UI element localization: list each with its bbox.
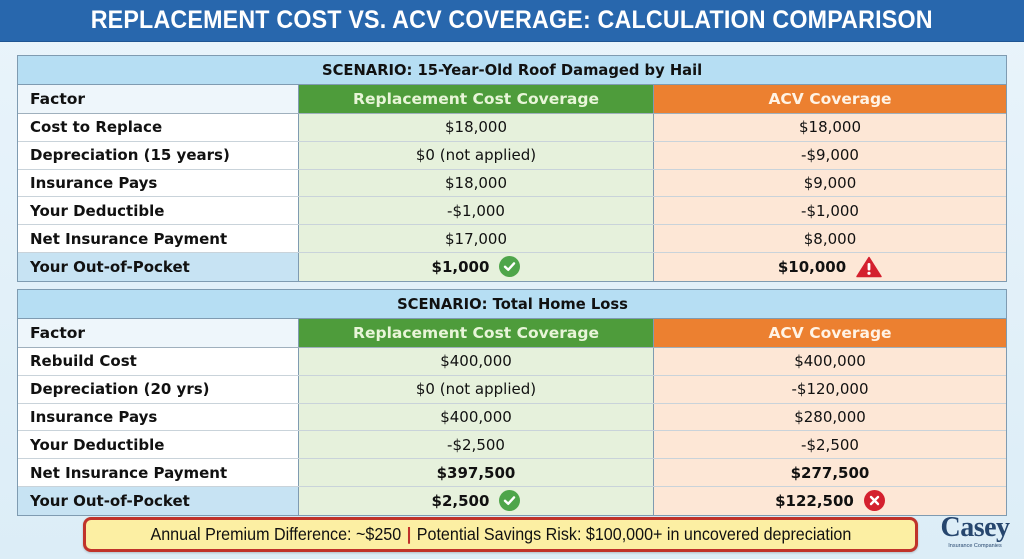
rc-value: $400,000 <box>299 348 654 375</box>
separator: | <box>406 524 411 544</box>
table-row-out-of-pocket: Your Out-of-Pocket $1,000 $10,000 <box>18 252 1006 281</box>
factor-label: Depreciation (15 years) <box>18 141 299 169</box>
factor-label: Net Insurance Payment <box>18 459 299 486</box>
warning-triangle-icon <box>856 256 882 278</box>
column-header-factor: Factor <box>18 85 299 113</box>
table-row: Net Insurance Payment $397,500 $277,500 <box>18 459 1006 487</box>
acv-value: $277,500 <box>654 459 1006 486</box>
table-row: Insurance Pays $18,000 $9,000 <box>18 169 1006 198</box>
table-row-out-of-pocket: Your Out-of-Pocket $2,500 $122,500 <box>18 486 1006 515</box>
table-row: Cost to Replace $18,000 $18,000 <box>18 114 1006 142</box>
factor-label: Insurance Pays <box>18 169 299 197</box>
page-title: REPLACEMENT COST VS. ACV COVERAGE: CALCU… <box>90 6 934 34</box>
acv-value: $8,000 <box>654 225 1006 252</box>
title-bar: REPLACEMENT COST VS. ACV COVERAGE: CALCU… <box>0 0 1024 42</box>
scenario-table-roof-hail: SCENARIO: 15-Year-Old Roof Damaged by Ha… <box>17 55 1007 282</box>
acv-value: $400,000 <box>654 348 1006 375</box>
rc-value: $400,000 <box>299 403 654 431</box>
acv-value: $280,000 <box>654 403 1006 431</box>
check-circle-icon <box>499 490 521 512</box>
acv-value: -$120,000 <box>654 375 1006 403</box>
acv-value: $10,000 <box>654 252 1006 281</box>
table-row: Insurance Pays $400,000 $280,000 <box>18 403 1006 432</box>
factor-label: Rebuild Cost <box>18 348 299 375</box>
table-row: Depreciation (20 yrs) $0 (not applied) -… <box>18 375 1006 404</box>
table-row: Rebuild Cost $400,000 $400,000 <box>18 348 1006 376</box>
logo-name: Casey <box>940 512 1010 543</box>
scenario-title: SCENARIO: 15-Year-Old Roof Damaged by Ha… <box>18 56 1006 85</box>
factor-label: Your Out-of-Pocket <box>18 252 299 281</box>
premium-difference-text: Annual Premium Difference: ~$250 <box>150 524 401 544</box>
acv-value: -$2,500 <box>654 431 1006 459</box>
acv-value: $122,500 <box>654 486 1006 515</box>
table-row: Depreciation (15 years) $0 (not applied)… <box>18 141 1006 170</box>
column-header-factor: Factor <box>18 319 299 347</box>
check-circle-icon <box>499 256 521 278</box>
scenario-table-total-loss: SCENARIO: Total Home Loss Factor Replace… <box>17 289 1007 516</box>
savings-risk-text: Potential Savings Risk: $100,000+ in unc… <box>416 524 851 544</box>
casey-logo: Casey Insurance Companies <box>928 514 1022 554</box>
scenario-title: SCENARIO: Total Home Loss <box>18 290 1006 319</box>
column-header-acv: ACV Coverage <box>654 85 1006 113</box>
factor-label: Your Deductible <box>18 431 299 459</box>
factor-label: Depreciation (20 yrs) <box>18 375 299 403</box>
rc-value: $2,500 <box>299 486 654 515</box>
column-header-replacement-cost: Replacement Cost Coverage <box>299 85 654 113</box>
table-row: Net Insurance Payment $17,000 $8,000 <box>18 225 1006 253</box>
table-row: Your Deductible -$2,500 -$2,500 <box>18 431 1006 460</box>
rc-value: $0 (not applied) <box>299 375 654 403</box>
rc-value: $397,500 <box>299 459 654 486</box>
rc-value: -$1,000 <box>299 197 654 225</box>
acv-value: $9,000 <box>654 169 1006 197</box>
table-header-row: Factor Replacement Cost Coverage ACV Cov… <box>18 319 1006 348</box>
rc-value: $18,000 <box>299 169 654 197</box>
logo-subtitle: Insurance Companies <box>948 543 1002 549</box>
factor-label: Insurance Pays <box>18 403 299 431</box>
factor-label: Cost to Replace <box>18 114 299 141</box>
factor-label: Your Out-of-Pocket <box>18 486 299 515</box>
rc-value: $1,000 <box>299 252 654 281</box>
factor-label: Net Insurance Payment <box>18 225 299 252</box>
column-header-replacement-cost: Replacement Cost Coverage <box>299 319 654 347</box>
rc-value: $0 (not applied) <box>299 141 654 169</box>
acv-value: $18,000 <box>654 114 1006 141</box>
rc-value: $18,000 <box>299 114 654 141</box>
table-header-row: Factor Replacement Cost Coverage ACV Cov… <box>18 85 1006 114</box>
factor-label: Your Deductible <box>18 197 299 225</box>
summary-banner: Annual Premium Difference: ~$250 | Potenti… <box>83 517 918 552</box>
rc-value: $17,000 <box>299 225 654 252</box>
acv-value: -$1,000 <box>654 197 1006 225</box>
column-header-acv: ACV Coverage <box>654 319 1006 347</box>
x-circle-icon <box>863 490 885 512</box>
acv-value: -$9,000 <box>654 141 1006 169</box>
table-row: Your Deductible -$1,000 -$1,000 <box>18 197 1006 226</box>
rc-value: -$2,500 <box>299 431 654 459</box>
